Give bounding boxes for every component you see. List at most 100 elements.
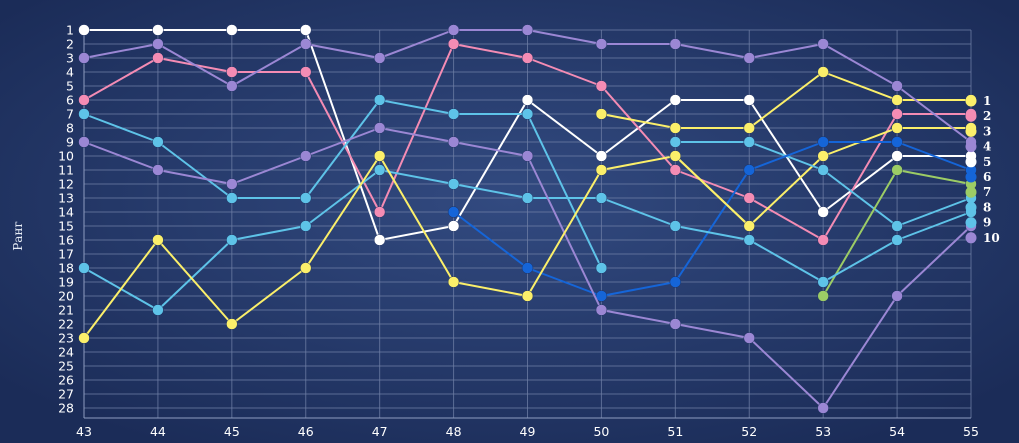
data-point[interactable] [447, 136, 460, 148]
data-point[interactable] [226, 318, 238, 330]
data-point[interactable] [595, 304, 608, 316]
data-point[interactable] [447, 178, 460, 190]
data-point[interactable] [447, 220, 460, 232]
data-point[interactable] [521, 108, 534, 120]
data-point[interactable] [595, 290, 608, 302]
data-point[interactable] [817, 276, 829, 288]
data-point[interactable] [743, 234, 755, 246]
data-point[interactable] [447, 108, 460, 120]
data-point[interactable] [669, 38, 682, 50]
data-point[interactable] [743, 136, 755, 148]
data-point[interactable] [891, 122, 903, 134]
data-point[interactable] [817, 402, 829, 414]
data-point[interactable] [669, 164, 682, 176]
data-point[interactable] [743, 164, 755, 176]
data-point[interactable] [300, 24, 312, 36]
data-point[interactable] [300, 262, 312, 274]
data-point[interactable] [152, 304, 164, 316]
data-point[interactable] [447, 206, 460, 218]
data-point[interactable] [669, 150, 682, 162]
data-point[interactable] [891, 220, 903, 232]
data-point[interactable] [743, 332, 755, 344]
data-point[interactable] [595, 192, 608, 204]
data-point[interactable] [300, 220, 312, 232]
data-point[interactable] [891, 94, 903, 106]
data-point[interactable] [891, 234, 903, 246]
data-point[interactable] [595, 108, 608, 120]
data-point[interactable] [669, 220, 682, 232]
data-point[interactable] [595, 38, 608, 50]
x-tick-label: 49 [520, 424, 536, 439]
data-point[interactable] [300, 192, 312, 204]
data-point[interactable] [743, 220, 755, 232]
data-point[interactable] [669, 122, 682, 134]
data-point[interactable] [226, 80, 238, 92]
y-tick-label: 16 [58, 233, 74, 248]
data-point[interactable] [373, 150, 386, 162]
data-point[interactable] [447, 38, 460, 50]
data-point[interactable] [669, 318, 682, 330]
data-point[interactable] [447, 24, 460, 36]
data-point[interactable] [373, 52, 386, 64]
data-point[interactable] [300, 38, 312, 50]
data-point[interactable] [817, 164, 829, 176]
data-point[interactable] [152, 164, 164, 176]
data-point[interactable] [669, 94, 682, 106]
data-point[interactable] [817, 136, 829, 148]
data-point[interactable] [521, 150, 534, 162]
data-point[interactable] [300, 150, 312, 162]
data-point[interactable] [78, 108, 90, 120]
data-point[interactable] [891, 290, 903, 302]
data-point[interactable] [152, 52, 164, 64]
data-point[interactable] [300, 66, 312, 78]
data-point[interactable] [373, 122, 386, 134]
data-point[interactable] [226, 178, 238, 190]
data-point[interactable] [743, 192, 755, 204]
data-point[interactable] [891, 108, 903, 120]
data-point[interactable] [891, 150, 903, 162]
data-point[interactable] [152, 136, 164, 148]
data-point[interactable] [78, 94, 90, 106]
data-point[interactable] [78, 332, 90, 344]
data-point[interactable] [521, 290, 534, 302]
data-point[interactable] [521, 24, 534, 36]
data-point[interactable] [226, 66, 238, 78]
data-point[interactable] [891, 164, 903, 176]
data-point[interactable] [226, 234, 238, 246]
data-point[interactable] [595, 80, 608, 92]
data-point[interactable] [78, 24, 90, 36]
data-point[interactable] [152, 38, 164, 50]
data-point[interactable] [373, 234, 386, 246]
data-point[interactable] [373, 206, 386, 218]
data-point[interactable] [521, 262, 534, 274]
data-point[interactable] [373, 94, 386, 106]
data-point[interactable] [78, 136, 90, 148]
data-point[interactable] [152, 234, 164, 246]
data-point[interactable] [817, 38, 829, 50]
data-point[interactable] [817, 150, 829, 162]
data-point[interactable] [373, 164, 386, 176]
data-point[interactable] [152, 24, 164, 36]
data-point[interactable] [521, 94, 534, 106]
data-point[interactable] [521, 192, 534, 204]
data-point[interactable] [521, 52, 534, 64]
data-point[interactable] [817, 234, 829, 246]
data-point[interactable] [595, 262, 608, 274]
data-point[interactable] [817, 290, 829, 302]
data-point[interactable] [595, 164, 608, 176]
data-point[interactable] [595, 150, 608, 162]
data-point[interactable] [743, 94, 755, 106]
data-point[interactable] [669, 136, 682, 148]
data-point[interactable] [817, 206, 829, 218]
data-point[interactable] [226, 192, 238, 204]
data-point[interactable] [743, 52, 755, 64]
data-point[interactable] [78, 262, 90, 274]
data-point[interactable] [447, 276, 460, 288]
data-point[interactable] [743, 122, 755, 134]
data-point[interactable] [891, 136, 903, 148]
data-point[interactable] [226, 24, 238, 36]
data-point[interactable] [78, 52, 90, 64]
data-point[interactable] [891, 80, 903, 92]
data-point[interactable] [817, 66, 829, 78]
data-point[interactable] [669, 276, 682, 288]
